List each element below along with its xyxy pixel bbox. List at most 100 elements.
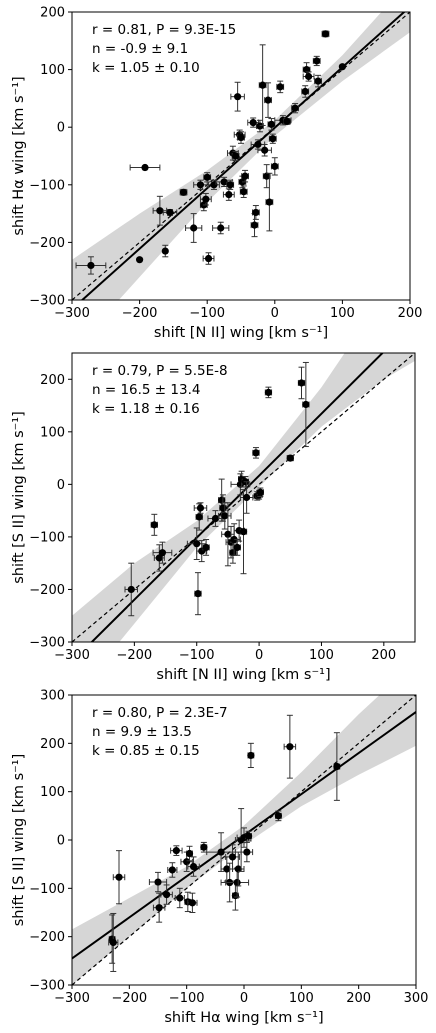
data-point xyxy=(152,195,168,226)
point-marker xyxy=(154,878,162,886)
data-point xyxy=(124,562,138,617)
point-marker xyxy=(286,454,294,462)
x-tick-label: −300 xyxy=(54,648,90,663)
point-marker xyxy=(256,488,264,496)
x-tick-label: −200 xyxy=(122,306,158,321)
x-tick-label: −300 xyxy=(54,991,90,1006)
point-marker xyxy=(141,163,149,172)
stats-annotation: n = -0.9 ± 9.1 xyxy=(92,41,188,57)
y-tick-label: −100 xyxy=(29,178,65,193)
data-point xyxy=(274,810,282,822)
x-axis-label: shift [N II] wing [km s⁻¹] xyxy=(156,667,330,683)
data-point xyxy=(250,213,259,238)
data-point xyxy=(239,489,248,575)
data-point xyxy=(270,157,279,176)
point-marker xyxy=(233,543,241,552)
point-marker xyxy=(226,181,234,189)
y-axis-label: shift [S II] wing [km s⁻¹] xyxy=(11,754,27,927)
point-marker xyxy=(109,938,117,947)
data-point xyxy=(302,71,315,82)
data-point xyxy=(75,256,107,275)
data-point xyxy=(297,366,306,400)
point-marker xyxy=(234,93,242,101)
point-marker xyxy=(249,118,257,127)
point-marker xyxy=(190,224,198,232)
point-marker xyxy=(247,751,255,760)
data-point xyxy=(187,892,198,913)
point-marker xyxy=(271,162,279,170)
data-point xyxy=(222,188,235,201)
point-marker xyxy=(237,133,245,142)
point-marker xyxy=(179,188,188,196)
data-point xyxy=(232,851,245,887)
point-marker xyxy=(87,261,95,270)
point-marker xyxy=(267,120,276,128)
point-marker xyxy=(155,904,163,912)
point-marker xyxy=(333,762,341,771)
x-axis-label: shift [N II] wing [km s⁻¹] xyxy=(154,325,328,341)
data-point xyxy=(256,119,264,133)
y-tick-label: −200 xyxy=(29,236,65,251)
data-point xyxy=(148,871,168,893)
point-marker xyxy=(274,812,282,820)
point-marker xyxy=(203,173,211,181)
x-tick-label: 0 xyxy=(271,306,279,321)
point-marker xyxy=(256,122,264,130)
data-point xyxy=(229,541,237,564)
point-marker xyxy=(301,87,309,96)
y-tick-label: −300 xyxy=(29,979,65,994)
data-point xyxy=(312,55,321,67)
chart-panel-2: −300 −200 −100 0 100 200 −300 −200 −100 0 100 200 sh… xyxy=(11,352,416,683)
data-point xyxy=(241,169,249,183)
axes-frame xyxy=(71,11,411,301)
point-marker xyxy=(241,172,249,180)
data-point xyxy=(161,244,169,258)
data-point xyxy=(185,213,203,243)
data-point xyxy=(226,179,235,190)
y-tick-label: 100 xyxy=(40,785,65,800)
point-marker xyxy=(156,207,164,215)
y-tick-label: 0 xyxy=(57,121,65,136)
point-marker xyxy=(194,590,202,598)
point-marker xyxy=(158,549,167,557)
y-tick-label: 0 xyxy=(57,478,65,493)
chart-panel-1: −300 −200 −100 0 100 200 −300 −200 −100 0 100 200 sh… xyxy=(11,6,422,342)
data-point xyxy=(257,143,272,157)
point-marker xyxy=(264,388,273,397)
data-point xyxy=(302,361,310,448)
axes-frame xyxy=(71,352,416,643)
data-point xyxy=(252,447,260,459)
x-tick-label: −200 xyxy=(111,991,147,1006)
x-tick-label: −100 xyxy=(169,991,205,1006)
data-point xyxy=(170,845,183,856)
data-point xyxy=(199,192,212,206)
data-point xyxy=(264,82,272,118)
data-point xyxy=(231,150,240,162)
y-tick-label: −300 xyxy=(29,294,65,309)
x-tick-label: 200 xyxy=(371,648,396,663)
point-marker xyxy=(183,858,191,866)
x-tick-label: 100 xyxy=(289,991,314,1006)
stats-annotation: n = 9.9 ± 13.5 xyxy=(92,724,192,740)
point-marker xyxy=(229,549,237,557)
point-marker xyxy=(168,866,176,874)
point-marker xyxy=(225,190,233,199)
plot-area xyxy=(72,12,410,300)
point-marker xyxy=(283,117,291,126)
chart-panel-3: −300 −200 −100 0 100 200 300 −300 −200 −100 0 100 20… xyxy=(11,689,428,1027)
data-point xyxy=(283,117,291,126)
point-marker xyxy=(115,873,123,881)
point-marker xyxy=(297,379,306,387)
data-point xyxy=(187,856,200,877)
data-point xyxy=(150,513,158,536)
y-tick-label: −300 xyxy=(29,636,65,651)
point-marker xyxy=(243,848,251,856)
data-point xyxy=(152,541,173,564)
x-axis-label: shift Hα wing [km s⁻¹] xyxy=(164,1010,323,1026)
point-marker xyxy=(204,254,213,263)
y-tick-label: 100 xyxy=(40,63,65,78)
data-point xyxy=(162,208,178,217)
data-point xyxy=(258,44,267,126)
x-tick-label: −100 xyxy=(189,306,225,321)
